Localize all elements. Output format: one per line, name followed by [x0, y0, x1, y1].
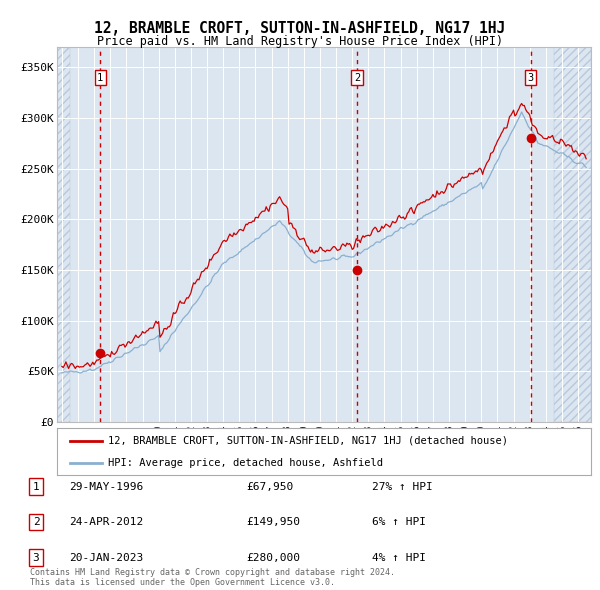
Text: Contains HM Land Registry data © Crown copyright and database right 2024.
This d: Contains HM Land Registry data © Crown c… — [30, 568, 395, 587]
Text: 24-APR-2012: 24-APR-2012 — [69, 517, 143, 527]
Text: 2: 2 — [354, 73, 360, 83]
Text: 27% ↑ HPI: 27% ↑ HPI — [372, 482, 433, 491]
Text: 1: 1 — [32, 482, 40, 491]
Text: 2: 2 — [32, 517, 40, 527]
Text: 1: 1 — [97, 73, 103, 83]
Bar — [554, 47, 591, 422]
Bar — [57, 47, 70, 422]
Text: 20-JAN-2023: 20-JAN-2023 — [69, 553, 143, 562]
Text: 4% ↑ HPI: 4% ↑ HPI — [372, 553, 426, 562]
Text: Price paid vs. HM Land Registry's House Price Index (HPI): Price paid vs. HM Land Registry's House … — [97, 35, 503, 48]
Text: 12, BRAMBLE CROFT, SUTTON-IN-ASHFIELD, NG17 1HJ: 12, BRAMBLE CROFT, SUTTON-IN-ASHFIELD, N… — [94, 21, 506, 35]
Text: 6% ↑ HPI: 6% ↑ HPI — [372, 517, 426, 527]
Text: HPI: Average price, detached house, Ashfield: HPI: Average price, detached house, Ashf… — [108, 458, 383, 468]
Text: 12, BRAMBLE CROFT, SUTTON-IN-ASHFIELD, NG17 1HJ (detached house): 12, BRAMBLE CROFT, SUTTON-IN-ASHFIELD, N… — [108, 436, 508, 446]
Text: £280,000: £280,000 — [246, 553, 300, 562]
Text: £67,950: £67,950 — [246, 482, 293, 491]
Text: 3: 3 — [32, 553, 40, 562]
Text: 29-MAY-1996: 29-MAY-1996 — [69, 482, 143, 491]
Text: £149,950: £149,950 — [246, 517, 300, 527]
Text: 3: 3 — [527, 73, 533, 83]
